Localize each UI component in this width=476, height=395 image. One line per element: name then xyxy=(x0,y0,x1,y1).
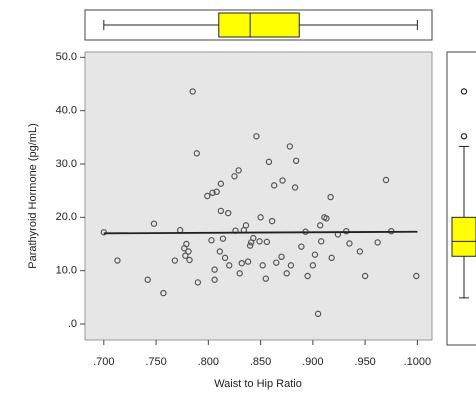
point xyxy=(291,184,299,191)
point xyxy=(224,209,232,217)
point xyxy=(231,173,238,180)
x-tick-label: .750 xyxy=(145,356,166,368)
point xyxy=(316,222,324,229)
x-tick-label: .800 xyxy=(198,356,219,368)
point xyxy=(283,270,290,277)
y-axis-label: Parathyroid Hormone (pg/mL) xyxy=(27,123,39,269)
x-tick-label: .850 xyxy=(250,356,271,368)
point xyxy=(217,180,225,187)
point xyxy=(114,257,121,264)
point xyxy=(193,150,201,157)
point xyxy=(382,176,390,184)
point xyxy=(356,248,364,255)
x-axis-label: Waist to Hip Ratio xyxy=(214,378,302,390)
point xyxy=(292,157,300,164)
point xyxy=(221,254,229,262)
point xyxy=(185,248,192,255)
point xyxy=(314,310,322,318)
point xyxy=(268,217,276,225)
point xyxy=(250,234,257,242)
x-tick-label: .950 xyxy=(354,356,375,368)
point xyxy=(204,192,211,200)
point xyxy=(374,239,381,246)
point xyxy=(361,272,369,280)
point xyxy=(263,238,271,246)
point xyxy=(309,262,317,269)
point xyxy=(100,229,108,236)
y-tick-label: 30.0 xyxy=(56,158,77,170)
point xyxy=(298,243,305,250)
x-tick-label: .700 xyxy=(93,356,114,368)
point xyxy=(182,252,189,259)
point xyxy=(328,254,335,262)
point xyxy=(236,270,243,277)
plot-area xyxy=(84,51,433,341)
fit-line xyxy=(103,230,418,235)
outlier xyxy=(460,133,468,140)
point xyxy=(235,167,242,174)
point xyxy=(304,272,311,280)
point xyxy=(318,238,325,245)
point xyxy=(259,262,266,269)
point xyxy=(257,214,264,221)
point xyxy=(256,238,263,245)
point xyxy=(183,240,190,248)
point xyxy=(211,276,218,283)
point xyxy=(226,262,233,269)
point xyxy=(213,188,220,195)
point xyxy=(323,215,330,222)
outlier xyxy=(460,88,468,95)
point xyxy=(273,259,280,266)
box xyxy=(451,216,476,257)
point xyxy=(211,266,218,273)
point xyxy=(242,222,250,229)
box xyxy=(218,12,300,38)
y-tick-label: .0 xyxy=(68,318,77,330)
point xyxy=(413,272,420,280)
point xyxy=(209,189,216,196)
point xyxy=(346,240,353,247)
point xyxy=(144,276,151,283)
point xyxy=(270,182,278,189)
y-box-panel xyxy=(446,51,476,346)
point xyxy=(217,207,225,215)
point xyxy=(311,251,319,258)
point xyxy=(150,220,158,227)
point xyxy=(186,256,193,264)
point xyxy=(287,262,295,269)
point xyxy=(219,235,227,242)
point xyxy=(171,257,179,264)
point xyxy=(238,260,245,267)
point xyxy=(189,88,196,95)
point xyxy=(244,258,252,265)
point xyxy=(160,289,167,297)
point xyxy=(279,177,286,184)
point xyxy=(194,279,202,286)
point xyxy=(262,275,270,282)
point xyxy=(265,158,273,166)
point xyxy=(278,253,285,260)
x-tick-label: .900 xyxy=(302,356,323,368)
point xyxy=(286,143,294,150)
y-tick-label: 10.0 xyxy=(56,265,77,277)
point xyxy=(253,133,260,140)
point xyxy=(208,237,215,244)
y-tick-label: 50.0 xyxy=(56,51,77,63)
x-tick-label: .1000 xyxy=(404,356,432,368)
point xyxy=(246,242,254,249)
y-tick-label: 40.0 xyxy=(56,105,77,117)
point xyxy=(327,193,334,201)
point xyxy=(216,248,224,255)
y-tick-label: 20.0 xyxy=(56,211,77,223)
